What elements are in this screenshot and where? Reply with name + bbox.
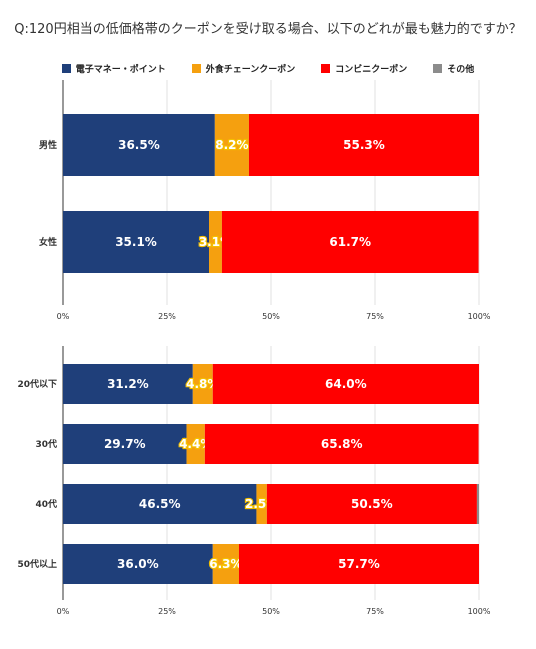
x-tick-label: 50% [262, 312, 280, 321]
data-label: 57.7% [338, 557, 380, 571]
chart-panel-2: 0% 25% 50% 75% 100% 20代以下 31.2% 4.8% 64.0% 30代 29.… [17, 346, 491, 616]
data-label: 61.7% [329, 235, 371, 249]
x-tick-label: 50% [262, 607, 280, 616]
bar-segment-electronic [63, 364, 193, 404]
legend-swatch-convenience [321, 64, 331, 73]
legend-label-other: その他 [447, 65, 475, 75]
bar-segment-restaurant [256, 484, 267, 524]
category-label: 女性 [39, 236, 57, 248]
bar-segment-electronic [63, 211, 210, 273]
data-label: 35.1% [115, 235, 157, 249]
data-label: 6.3% [209, 557, 242, 571]
data-label: 8.2% [215, 138, 248, 152]
bar-segment-convenience [238, 544, 479, 584]
bar-segment-convenience [266, 484, 477, 524]
data-label: 46.5% [139, 497, 181, 511]
bar-segment-electronic [63, 424, 187, 464]
bar-segment-restaurant [192, 364, 213, 404]
x-tick-label: 75% [366, 607, 384, 616]
bar-segment-restaurant [212, 544, 239, 584]
category-label: 20代以下 [17, 378, 57, 390]
x-tick-label: 100% [468, 312, 491, 321]
bar-segment-restaurant [214, 114, 249, 176]
data-label: 29.7% [104, 437, 146, 451]
bar-segment-restaurant [186, 424, 205, 464]
x-tick-label: 100% [468, 607, 491, 616]
x-tick-label: 25% [158, 312, 176, 321]
data-label: 55.3% [343, 138, 385, 152]
bar-segment-electronic [63, 114, 215, 176]
legend-label-electronic: 電子マネー・ポイント [75, 65, 166, 75]
legend-swatch-restaurant [191, 64, 201, 73]
bar-segment-convenience [221, 211, 479, 273]
category-label: 30代 [35, 438, 57, 450]
data-label: 64.0% [325, 377, 367, 391]
bar-segment-electronic [63, 544, 213, 584]
bar-segment-restaurant [209, 211, 222, 273]
legend-item-convenience: コンビニクーポン [321, 62, 407, 75]
bar-segment-convenience [212, 364, 479, 404]
bar-segment-other [476, 484, 479, 524]
data-label: 36.0% [117, 557, 159, 571]
legend-item-other: その他 [433, 62, 474, 75]
category-label: 40代 [35, 498, 57, 510]
bar-segment-convenience [248, 114, 479, 176]
legend-label-convenience: コンビニクーポン [335, 65, 408, 75]
data-label: 31.2% [107, 377, 149, 391]
data-label: 36.5% [118, 138, 160, 152]
x-tick-label: 75% [366, 312, 384, 321]
bar-segment-electronic [63, 484, 257, 524]
x-tick-label: 0% [57, 312, 70, 321]
legend-item-electronic: 電子マネー・ポイント [61, 62, 166, 75]
legend-swatch-other [433, 64, 443, 73]
data-label: 50.5% [351, 497, 393, 511]
data-label: 4.8% [186, 377, 219, 391]
legend-item-restaurant: 外食チェーンクーポン [191, 62, 296, 75]
bar-segment-convenience [204, 424, 479, 464]
chart-panel-1: 0% 25% 50% 75% 100%男性 36.5% 8.2% 55.3%女性 35.1% 3.… [39, 80, 491, 321]
x-tick-label: 0% [57, 607, 70, 616]
legend: 電子マネー・ポイント 外食チェーンクーポン コンビニクーポン その他 [0, 62, 536, 75]
x-tick-label: 25% [158, 607, 176, 616]
data-label: 65.8% [321, 437, 363, 451]
data-label: 4.4% [179, 437, 212, 451]
chart-title: Q:120円相当の低価格帯のクーポンを受け取る場合、以下のどれが最も魅力的ですか… [14, 22, 522, 37]
legend-label-restaurant: 外食チェーンクーポン [205, 65, 296, 75]
category-label: 50代以上 [17, 558, 57, 570]
legend-swatch-electronic [61, 64, 71, 73]
category-label: 男性 [39, 139, 57, 151]
